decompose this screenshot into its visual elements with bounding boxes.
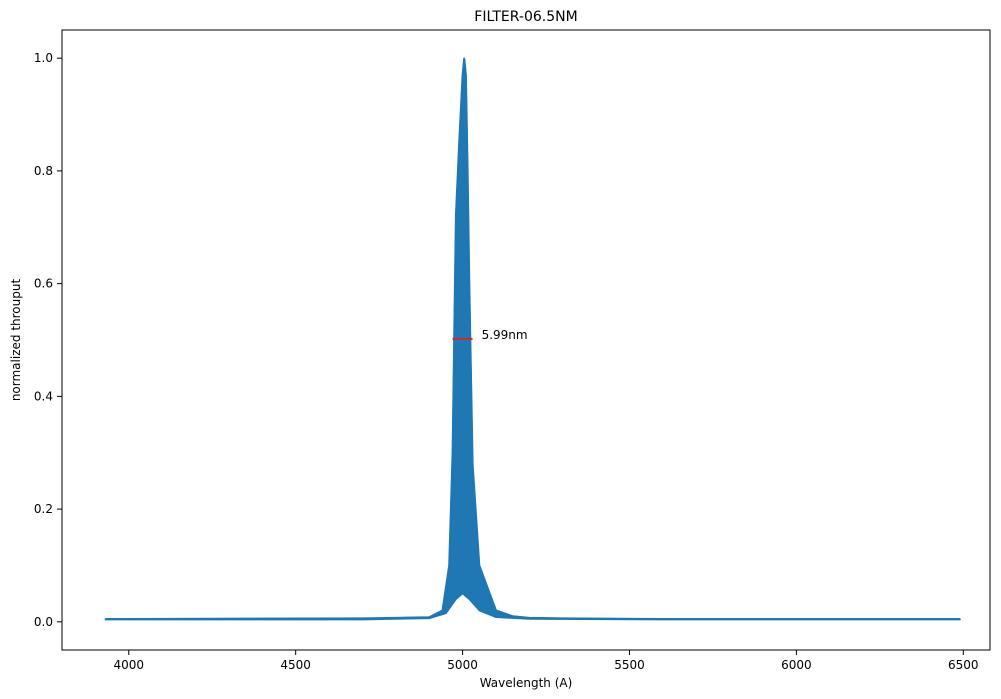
x-tick-label: 5000 [447,658,478,672]
x-tick-label: 6500 [948,658,979,672]
chart-title: FILTER-06.5NM [474,9,577,25]
y-tick-label: 0.8 [34,164,53,178]
x-tick-label: 4000 [113,658,144,672]
x-tick-label: 6000 [781,658,812,672]
y-tick-label: 1.0 [34,51,53,65]
y-tick-label: 0.6 [34,277,53,291]
y-tick-label: 0.2 [34,502,53,516]
x-axis: 4000 4500 5000 5500 6000 6500 [113,650,979,672]
fwhm-annotation: 5.99nm [482,328,528,342]
plot-area [104,57,961,621]
axes-frame [61,29,991,651]
x-tick-label: 4500 [280,658,311,672]
y-axis: 0.0 0.2 0.4 0.6 0.8 1.0 [34,51,62,629]
x-tick-label: 5500 [614,658,645,672]
x-axis-label: Wavelength (A) [480,676,573,690]
y-tick-label: 0.4 [34,389,53,403]
y-tick-label: 0.0 [34,615,53,629]
y-axis-label: normalized throuput [9,279,23,402]
series-throughput-line [105,58,960,620]
